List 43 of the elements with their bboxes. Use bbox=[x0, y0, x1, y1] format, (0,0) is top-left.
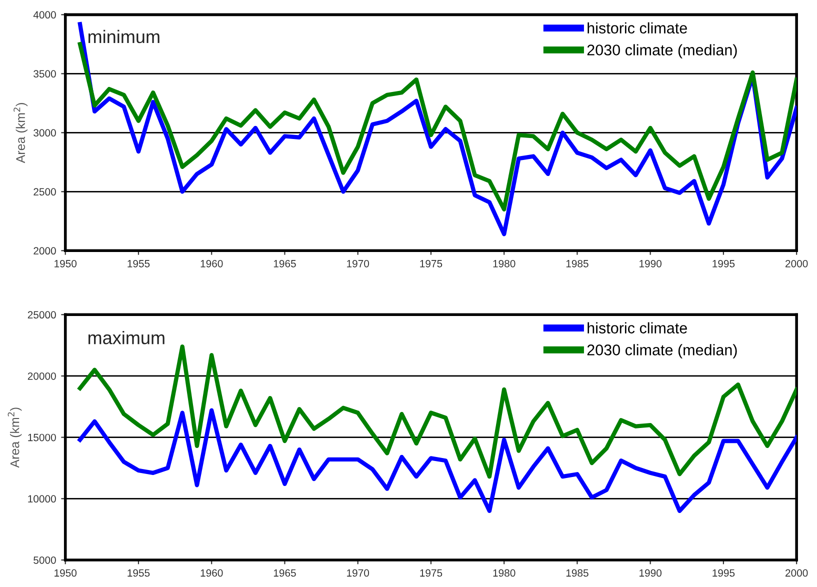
annotation: minimum bbox=[88, 30, 160, 44]
x-tick-label: 1955 bbox=[128, 260, 150, 268]
y-tick-label: 2000 bbox=[34, 247, 56, 255]
line-series bbox=[78, 344, 797, 479]
x-tick-label: 1995 bbox=[712, 260, 735, 268]
x-tick-label: 1985 bbox=[566, 569, 588, 577]
y-tick-label: 20000 bbox=[28, 372, 56, 380]
x-tick-label: 2000 bbox=[786, 260, 808, 268]
x-tick-label: 1965 bbox=[274, 260, 296, 268]
x-tick-label: 1990 bbox=[640, 260, 662, 268]
x-tick-label: 1980 bbox=[493, 569, 516, 577]
annotation: maximum bbox=[88, 330, 164, 344]
y-tick-label: 5000 bbox=[34, 556, 56, 564]
line-series bbox=[78, 408, 797, 514]
x-tick-label: 1975 bbox=[420, 569, 442, 577]
x-tick-label: 1965 bbox=[274, 569, 296, 577]
x-tick-label: 2000 bbox=[786, 569, 808, 577]
x-tick-label: 1990 bbox=[640, 569, 662, 577]
x-tick-label: 1960 bbox=[200, 260, 223, 268]
x-tick-label: 1985 bbox=[566, 260, 588, 268]
y-tick-label: 3000 bbox=[34, 129, 56, 137]
legend-label: historic climate bbox=[588, 22, 687, 34]
y-tick-label: 2500 bbox=[34, 188, 56, 196]
y-tick-label: 25000 bbox=[28, 311, 56, 319]
x-tick-label: 1980 bbox=[493, 260, 516, 268]
x-tick-label: 1970 bbox=[347, 569, 370, 577]
x-tick-label: 1950 bbox=[54, 569, 77, 577]
x-tick-label: 1955 bbox=[128, 569, 150, 577]
line-series bbox=[78, 42, 797, 212]
legend-label: historic climate bbox=[588, 322, 687, 334]
legend-label: 2030 climate (median) bbox=[587, 44, 737, 58]
y-tick-label: 3500 bbox=[34, 70, 56, 78]
legend-label: 2030 climate (median) bbox=[587, 344, 737, 358]
y-tick-label: 15000 bbox=[28, 434, 56, 442]
x-tick-label: 1960 bbox=[200, 569, 223, 577]
y-tick-label: 10000 bbox=[28, 495, 56, 503]
x-tick-label: 1950 bbox=[54, 260, 77, 268]
y-tick-label: 4000 bbox=[33, 11, 56, 19]
y-axis-title: Area (km$^{2}$) bbox=[8, 408, 22, 468]
x-tick-label: 1995 bbox=[712, 569, 735, 577]
x-tick-label: 1970 bbox=[347, 260, 370, 268]
x-tick-label: 1975 bbox=[420, 260, 442, 268]
y-axis-title: Area (km$^{2}$) bbox=[14, 103, 28, 164]
